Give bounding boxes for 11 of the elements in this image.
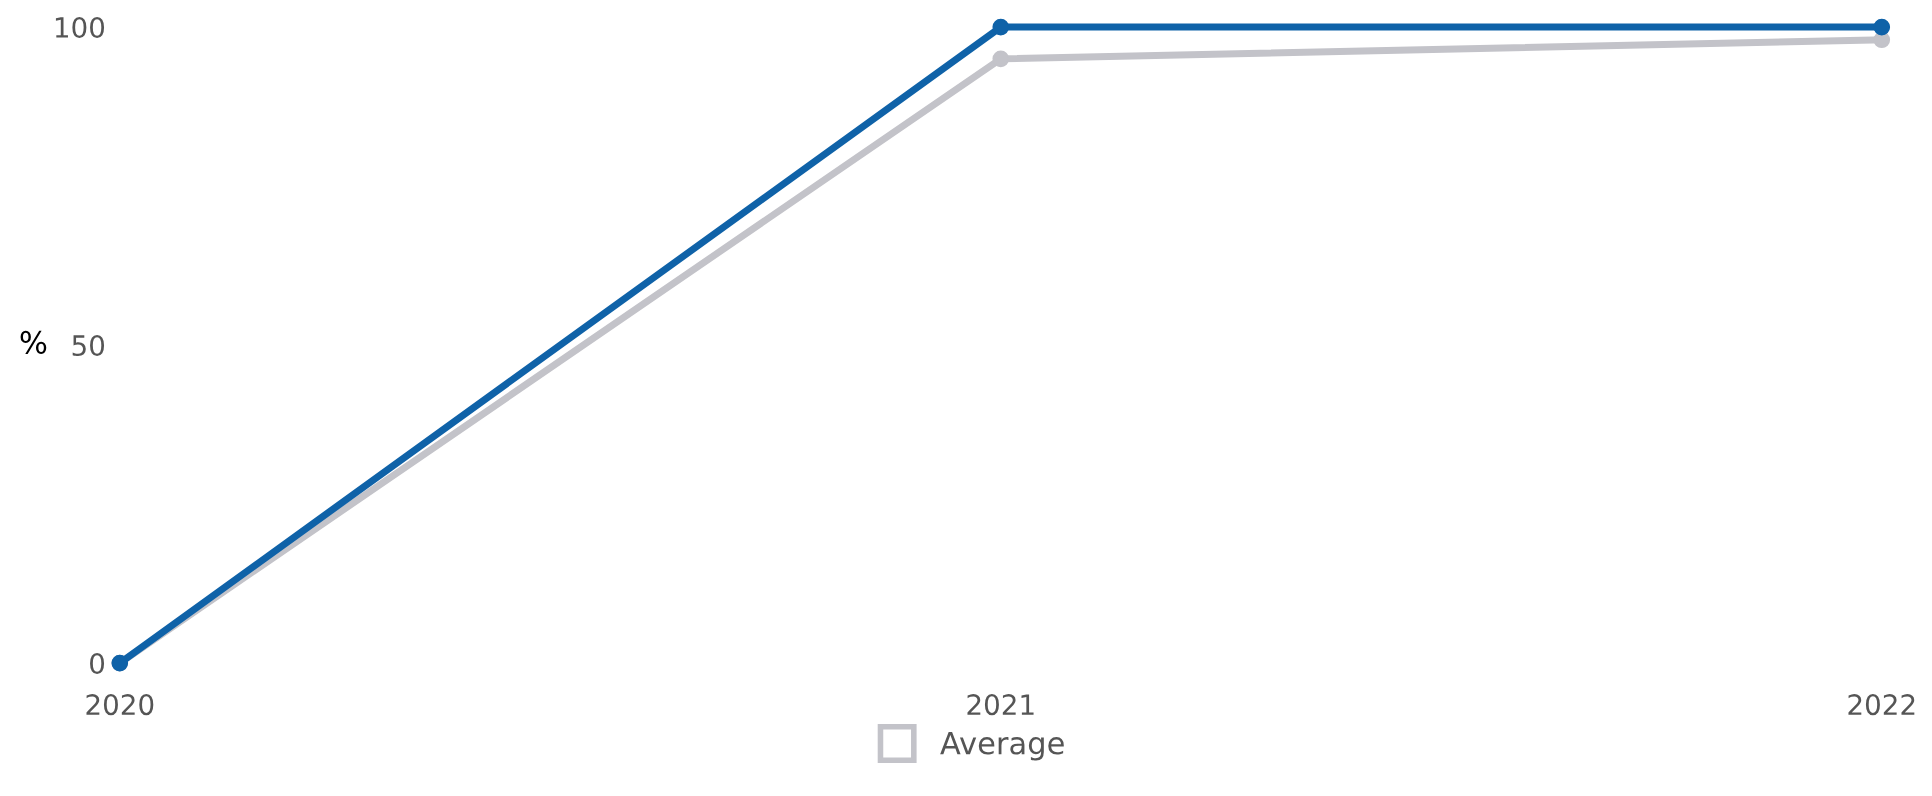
point xyxy=(992,18,1010,36)
point xyxy=(1873,18,1891,36)
x-tick-label: 2022 xyxy=(1848,694,1915,716)
point xyxy=(992,50,1010,68)
x-tick-label: 2020 xyxy=(86,694,154,716)
y-tick-label: 100 xyxy=(55,17,105,39)
y-tick-label: 0 xyxy=(90,653,105,675)
y-axis-title: % xyxy=(20,330,47,354)
x-tick-label: 2021 xyxy=(967,694,1034,716)
legend-label: Average xyxy=(940,731,1064,761)
y-tick-label: 50 xyxy=(72,335,105,357)
